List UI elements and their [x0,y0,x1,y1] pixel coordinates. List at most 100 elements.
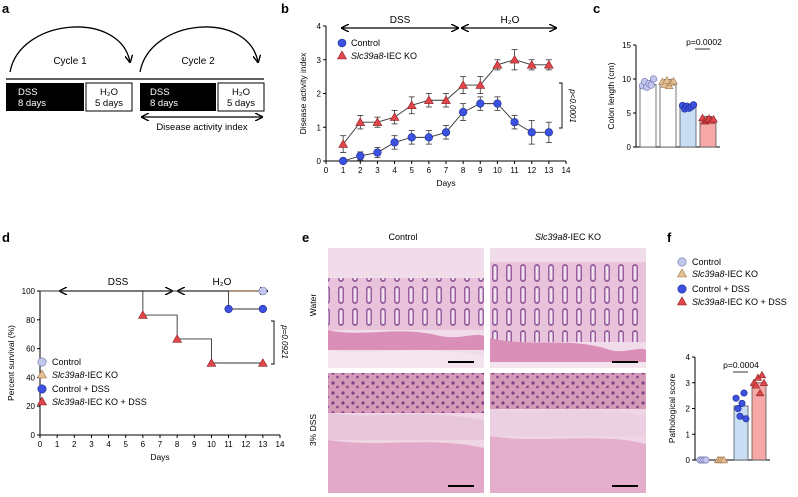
panel-letter-a: a [2,1,10,16]
data-point-ko [423,95,434,104]
y-tick-label: 4 [686,353,691,362]
x-tick-label: 12 [241,440,250,449]
x-tick-label: 7 [444,166,449,175]
data-point-control [510,118,519,127]
data-point-control [527,128,536,137]
dss-days-2: 8 days [150,98,178,109]
data-point-control [459,107,468,117]
legend-d-ko-dss-label: Slc39a8-IEC KO + DSS [52,397,147,407]
cycle2-label: Cycle 2 [181,56,215,67]
x-tick-label: 3 [89,440,94,449]
dss-label-2: DSS [150,87,170,98]
b-pvalue-bracket [559,82,563,129]
data-point-ko [509,54,520,64]
y-axis-label: Disease activity index [298,52,308,134]
data-point [757,370,767,379]
data-point [649,75,658,83]
data-point-control [407,133,416,142]
x-tick-label: 0 [38,440,43,449]
e-row2-label: 3% DSS [308,414,318,446]
y-tick-label: 20 [26,402,35,411]
d-legend: Control Slc39a8-IEC KO Control + DSS Slc… [36,357,147,407]
x-tick-label: 10 [493,166,502,175]
x-tick-label: 5 [409,166,414,175]
x-tick-label: 1 [55,440,60,449]
x-tick-label: 8 [461,166,466,175]
y-tick-label: 5 [627,109,632,118]
x-tick-label: 8 [175,440,180,449]
dss-block-1 [6,83,84,111]
data-point [662,76,672,84]
legend-d-ko-dss-marker [36,396,48,406]
data-point [669,76,678,85]
panel-letter-e: e [302,230,309,245]
legend-b-control-label: Control [351,38,380,48]
legend-f-ko-dss-marker [676,296,688,306]
legend-f-control-marker [677,257,687,267]
h2o-block-2 [217,82,265,112]
x-tick-label: 11 [510,166,519,175]
pathological-score-chart: 0 1 2 3 4 Pathological score [667,353,770,465]
y-tick-label: 3 [317,56,322,65]
b-dss-label: DSS [390,15,411,26]
x-tick-label: 1 [341,166,346,175]
x-tick-label: 13 [544,166,553,175]
data-point-ko-dss [172,334,183,343]
bar [679,107,697,148]
y-tick-label: 0 [686,456,691,465]
data-point [751,381,761,389]
y-tick-label: 60 [26,345,35,354]
x-tick-label: 13 [258,440,267,449]
x-tick-label: 2 [72,440,77,449]
data-point [736,412,744,420]
data-point-control [544,128,553,137]
x-tick-label: 14 [276,440,285,449]
x-tick-label: 4 [392,166,397,175]
y-tick-label: 2 [686,405,691,414]
h2o-block-1 [85,82,133,112]
data-point-ko [372,117,383,126]
legend-d-control-label: Control [52,357,81,367]
y-axis-label: Percent survival (%) [6,325,16,401]
legend-d-control-marker [37,357,47,367]
data-point-control [339,156,348,166]
panel-c: c 0 5 10 15 Colon length (cm) p=0.0002 [593,1,722,152]
x-tick-label: 7 [158,440,163,449]
data-point-ko-dss [137,310,148,319]
legend-f-control-label: Control [692,257,721,267]
cycle1-arrow [9,26,130,73]
y-axis-label: Pathological score [667,374,677,444]
micrograph-ko-dss [490,373,646,493]
data-point [755,388,765,397]
data-point [709,114,718,123]
legend-f-control-dss-marker [677,284,687,294]
data-point [759,378,769,386]
data-point-ko [543,60,554,69]
y-tick-label: 0 [317,157,322,166]
f-legend: Control Slc39a8-IEC KO Control + DSS Slc… [676,257,787,307]
x-tick-label: 11 [224,440,233,449]
legend-f-ko-marker [676,268,688,278]
legend-b-ko-marker [336,50,348,60]
data-point-ko [526,60,537,69]
data-point-ko-dss [206,358,217,367]
data-point [660,80,670,88]
data-point-control [441,128,451,137]
x-tick-label: 9 [192,440,197,449]
bar [639,84,657,148]
y-axis-label: Colon length (cm) [606,62,616,129]
dss-days-1: 8 days [18,98,46,109]
h2o-days-2: 5 days [227,98,255,109]
legend-f-control-dss-label: Control + DSS [692,284,750,294]
data-point-control-dss [224,304,233,314]
x-tick-label: 6 [427,166,432,175]
legend-f-ko-dss-label: Slc39a8-IEC KO + DSS [692,297,787,307]
legend-b-control-marker [337,38,347,48]
micrograph-control-dss [328,373,484,493]
dai-label: Disease activity index [156,122,248,133]
dss-label-1: DSS [18,87,38,98]
data-point-ko [492,60,503,69]
data-point-ko [406,100,417,109]
panel-f: f Control Slc39a8-IEC KO Control + DSS S… [667,230,787,465]
